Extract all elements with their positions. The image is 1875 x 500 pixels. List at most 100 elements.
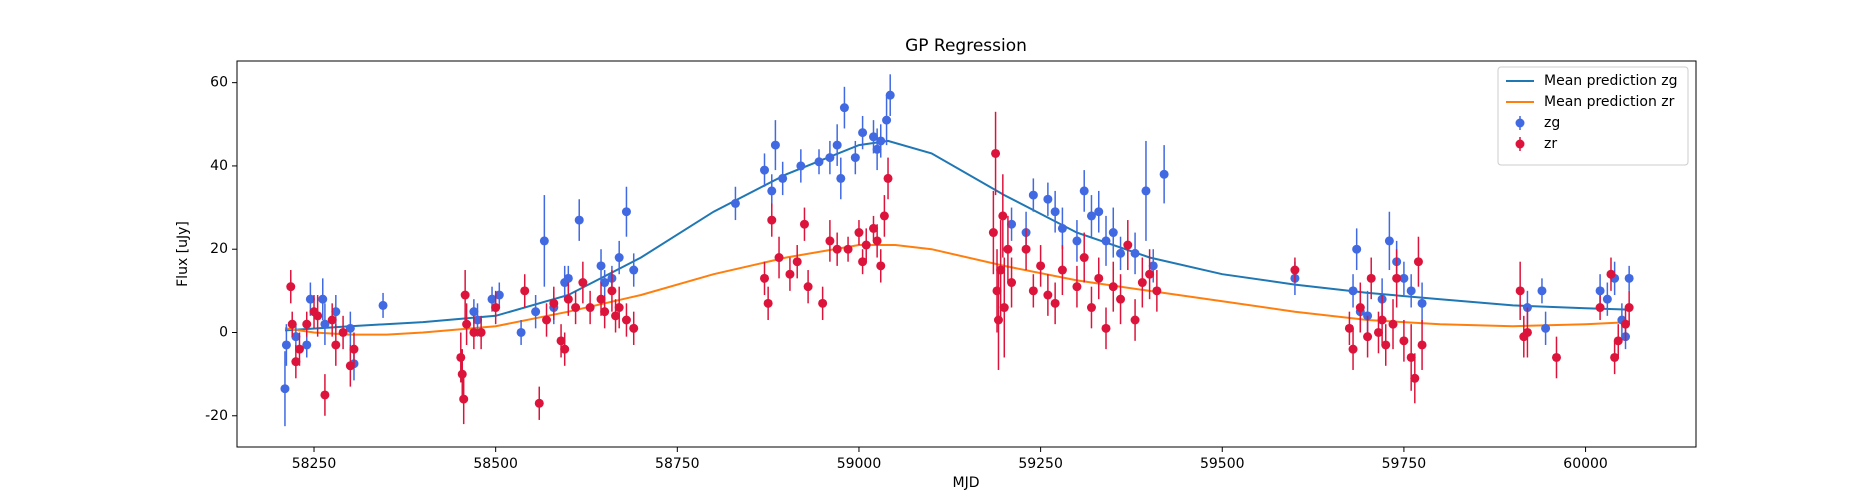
data-point (476, 327, 486, 337)
legend-label: zr (1544, 136, 1557, 152)
data-point (338, 327, 348, 337)
data-point (1003, 244, 1013, 254)
legend-label: zg (1544, 115, 1560, 131)
data-point (1021, 244, 1031, 254)
data-point (868, 223, 878, 233)
data-point (832, 140, 842, 150)
data-point (1541, 323, 1551, 333)
data-point (1079, 186, 1089, 196)
data-point (1094, 207, 1104, 217)
x-tick-label: 59250 (1018, 456, 1063, 472)
data-point (1384, 236, 1394, 246)
data-point (596, 261, 606, 271)
data-point (1057, 223, 1067, 233)
data-point (1406, 352, 1416, 362)
data-point (1050, 298, 1060, 308)
data-point (331, 340, 341, 350)
y-axis-label: Flux [uJy] (175, 221, 191, 287)
data-point (534, 398, 544, 408)
data-point (882, 115, 892, 125)
x-tick-label: 58500 (473, 456, 518, 472)
data-point (1417, 298, 1427, 308)
y-tick-label: 0 (219, 324, 228, 340)
data-point (778, 173, 788, 183)
data-point (1522, 327, 1532, 337)
data-point (858, 257, 868, 267)
data-point (1399, 273, 1409, 283)
data-point (858, 128, 868, 138)
data-point (1413, 257, 1423, 267)
data-point (1007, 219, 1017, 229)
data-point (792, 257, 802, 267)
data-point (763, 298, 773, 308)
data-point (825, 153, 835, 163)
data-point (629, 323, 639, 333)
data-point (1348, 286, 1358, 296)
data-point (760, 273, 770, 283)
data-point (531, 307, 541, 317)
data-point (767, 186, 777, 196)
data-point (520, 286, 530, 296)
data-point (843, 244, 853, 254)
data-point (460, 290, 470, 300)
data-point (1417, 340, 1427, 350)
data-point (1595, 303, 1605, 313)
data-point (1352, 244, 1362, 254)
data-point (1028, 190, 1038, 200)
x-axis-label: MJD (953, 475, 980, 491)
data-point (770, 140, 780, 150)
data-point (1159, 169, 1169, 179)
data-point (320, 390, 330, 400)
data-point (1130, 248, 1140, 258)
data-point (774, 253, 784, 263)
data-point (286, 282, 296, 292)
data-point (378, 300, 388, 310)
data-point (1399, 336, 1409, 346)
data-point (487, 294, 497, 304)
x-tick-label: 58750 (655, 456, 700, 472)
data-point (1624, 273, 1634, 283)
data-point (785, 269, 795, 279)
data-point (629, 265, 639, 275)
legend-swatch (1515, 139, 1525, 149)
data-point (996, 265, 1006, 275)
data-point (345, 361, 355, 371)
data-point (469, 327, 479, 337)
x-tick-label: 60000 (1563, 456, 1608, 472)
data-point (491, 303, 501, 313)
data-point (1624, 303, 1634, 313)
data-point (516, 327, 526, 337)
data-point (836, 173, 846, 183)
data-point (305, 294, 315, 304)
data-point (872, 236, 882, 246)
data-point (1595, 286, 1605, 296)
data-point (1290, 265, 1300, 275)
data-point (585, 303, 595, 313)
data-point (1116, 248, 1126, 258)
data-point (1141, 186, 1151, 196)
data-point (1613, 336, 1623, 346)
data-point (872, 144, 882, 154)
data-point (1366, 273, 1376, 283)
data-point (313, 311, 323, 321)
data-point (1101, 323, 1111, 333)
data-point (818, 298, 828, 308)
legend-box (1497, 66, 1689, 166)
data-point (574, 215, 584, 225)
data-point (494, 290, 504, 300)
data-point (1101, 236, 1111, 246)
data-point (614, 253, 624, 263)
data-point (1373, 327, 1383, 337)
data-point (854, 228, 864, 238)
data-point (1079, 253, 1089, 263)
x-tick-label: 59000 (837, 456, 882, 472)
axes-frame (236, 60, 1697, 448)
data-point (280, 384, 290, 394)
x-tick-label: 58250 (292, 456, 337, 472)
data-point (998, 211, 1008, 221)
data-point (767, 215, 777, 225)
data-point (1116, 294, 1126, 304)
data-point (799, 219, 809, 229)
data-point (1152, 286, 1162, 296)
